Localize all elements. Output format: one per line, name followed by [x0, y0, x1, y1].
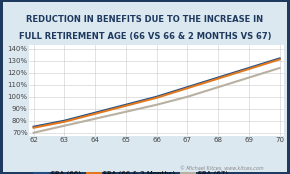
Text: REDUCTION IN BENEFITS DUE TO THE INCREASE IN: REDUCTION IN BENEFITS DUE TO THE INCREAS…: [26, 15, 264, 24]
Text: FULL RETIREMENT AGE (66 VS 66 & 2 MONTHS VS 67): FULL RETIREMENT AGE (66 VS 66 & 2 MONTHS…: [19, 32, 271, 41]
Text: © Michael Kitces, www.kitces.com: © Michael Kitces, www.kitces.com: [180, 165, 263, 171]
Legend: FRA (66), FRA (66 & 2 Months), FRA (67): FRA (66), FRA (66 & 2 Months), FRA (67): [32, 167, 231, 174]
